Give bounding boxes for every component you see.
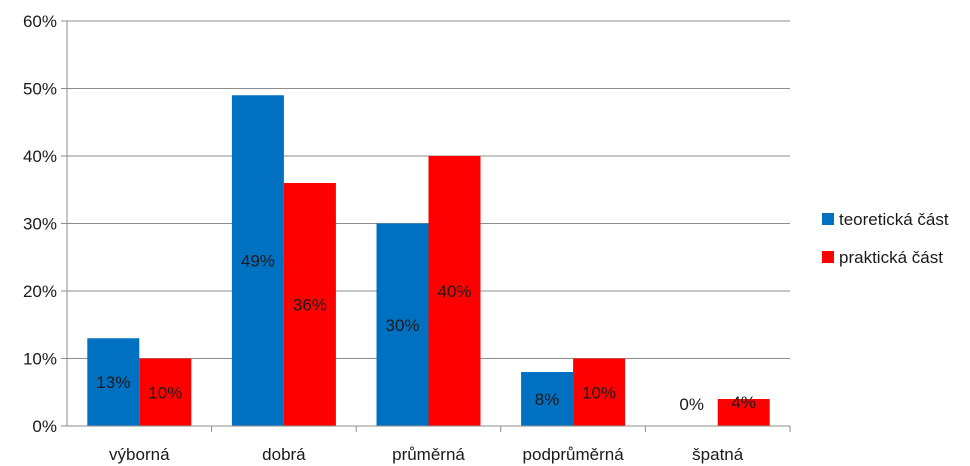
bar-prakticka bbox=[573, 358, 626, 426]
bar-prakticka bbox=[428, 156, 481, 426]
data-labels: 13% 10% 49% 36% 30% 40% 8% 10% 0% 4% bbox=[96, 252, 756, 414]
data-label: 30% bbox=[385, 316, 419, 335]
legend: teoretická část praktická část bbox=[822, 210, 949, 267]
legend-swatch bbox=[822, 251, 834, 263]
legend-label: praktická část bbox=[839, 248, 943, 267]
bars bbox=[87, 95, 770, 426]
y-tick-label: 60% bbox=[23, 12, 57, 31]
y-tick-label: 10% bbox=[23, 350, 57, 369]
x-category-label: průměrná bbox=[392, 445, 465, 464]
data-label: 4% bbox=[731, 393, 756, 412]
y-axis-ticks: 0% 10% 20% 30% 40% 50% 60% bbox=[23, 12, 68, 436]
data-label: 0% bbox=[679, 395, 704, 414]
y-tick-label: 0% bbox=[32, 417, 57, 436]
x-category-label: podprůměrná bbox=[523, 445, 625, 464]
bar-prakticka bbox=[717, 399, 770, 426]
data-label: 8% bbox=[535, 390, 560, 409]
data-label: 40% bbox=[437, 282, 471, 301]
bar-teoreticka bbox=[521, 372, 574, 426]
data-label: 49% bbox=[241, 252, 275, 271]
data-label: 13% bbox=[96, 373, 130, 392]
x-category-label: špatná bbox=[692, 445, 744, 464]
y-tick-label: 20% bbox=[23, 282, 57, 301]
legend-swatch bbox=[822, 213, 834, 225]
bar-teoreticka bbox=[231, 95, 284, 426]
bar-prakticka bbox=[283, 183, 336, 426]
x-category-label: výborná bbox=[109, 445, 170, 464]
bar-teoreticka bbox=[87, 338, 140, 426]
data-label: 10% bbox=[148, 383, 182, 402]
data-label: 36% bbox=[293, 296, 327, 315]
bar-teoreticka bbox=[376, 223, 429, 426]
bar-prakticka bbox=[139, 358, 192, 426]
x-axis: výborná dobrá průměrná podprůměrná špatná bbox=[67, 425, 791, 464]
y-tick-label: 40% bbox=[23, 147, 57, 166]
y-tick-label: 30% bbox=[23, 215, 57, 234]
legend-label: teoretická část bbox=[839, 210, 949, 229]
x-category-label: dobrá bbox=[262, 445, 306, 464]
y-tick-label: 50% bbox=[23, 80, 57, 99]
data-label: 10% bbox=[582, 383, 616, 402]
